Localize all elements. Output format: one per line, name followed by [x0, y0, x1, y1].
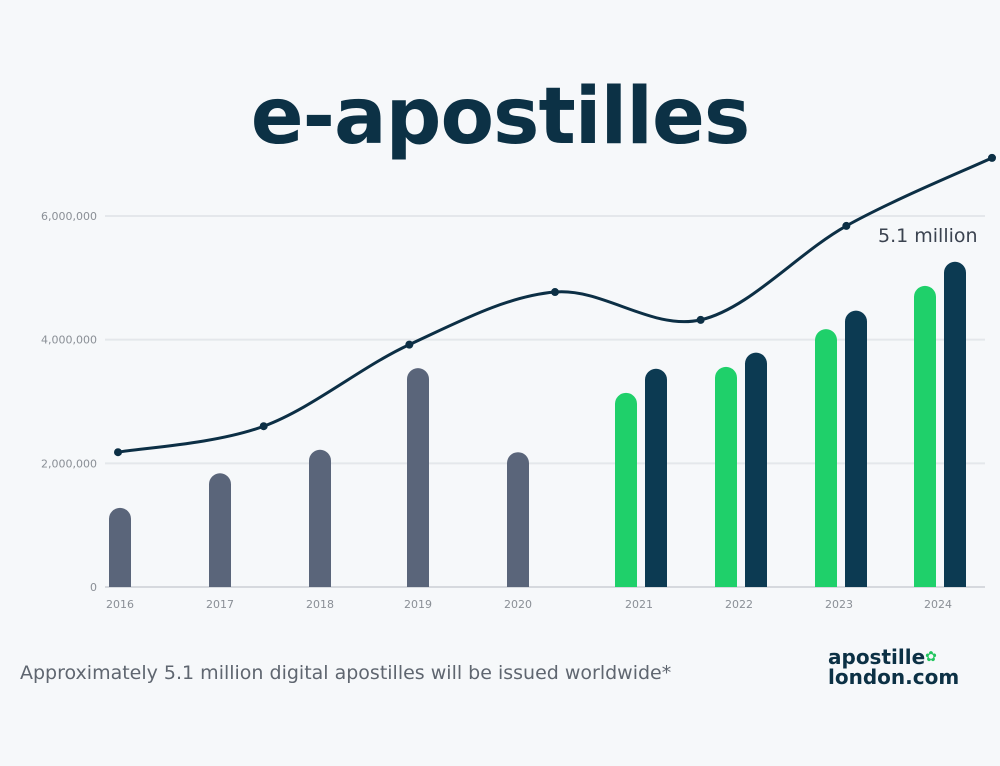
trend-point	[842, 221, 851, 230]
y-tick-label: 0	[90, 581, 97, 594]
y-tick-label: 4,000,000	[41, 334, 97, 347]
chart: 0 2,000,000 4,000,000 6,000,000 2016 2017 2018…	[41, 153, 996, 611]
annotation-label: 5.1 million	[878, 225, 978, 247]
bar	[209, 473, 231, 587]
trend-point	[988, 153, 996, 162]
x-tick-label: 2020	[504, 598, 532, 611]
trend-point	[114, 448, 122, 457]
bar	[645, 368, 667, 587]
bar	[309, 449, 331, 587]
bar	[715, 366, 737, 587]
chart-title: e-apostilles	[250, 72, 751, 162]
caption: Approximately 5.1 million digital aposti…	[20, 662, 672, 684]
y-tick-label: 6,000,000	[41, 210, 97, 223]
bar	[615, 392, 637, 587]
y-tick-label: 2,000,000	[41, 457, 97, 470]
x-tick-label: 2023	[825, 598, 853, 611]
x-tick-label: 2017	[206, 598, 234, 611]
bar	[845, 310, 867, 587]
logo-line1: apostille	[828, 645, 926, 669]
logo-line2: london.com	[828, 665, 960, 689]
trend-point	[551, 288, 559, 297]
bar	[745, 352, 767, 587]
bar	[815, 329, 837, 587]
leaf-icon: ✿	[925, 649, 937, 665]
x-tick-label: 2019	[404, 598, 432, 611]
trend-point	[405, 340, 414, 349]
trend-point	[696, 315, 705, 324]
x-tick-label: 2016	[106, 598, 134, 611]
bar	[407, 368, 429, 587]
bar	[507, 452, 529, 587]
x-tick-label: 2021	[625, 598, 653, 611]
trend-point	[259, 422, 268, 431]
x-tick-label: 2018	[306, 598, 334, 611]
logo: apostille✿ london.com	[828, 647, 959, 687]
bar	[914, 285, 936, 587]
x-tick-label: 2024	[924, 598, 952, 611]
x-tick-label: 2022	[725, 598, 753, 611]
bar	[944, 261, 966, 587]
bar	[109, 507, 131, 587]
